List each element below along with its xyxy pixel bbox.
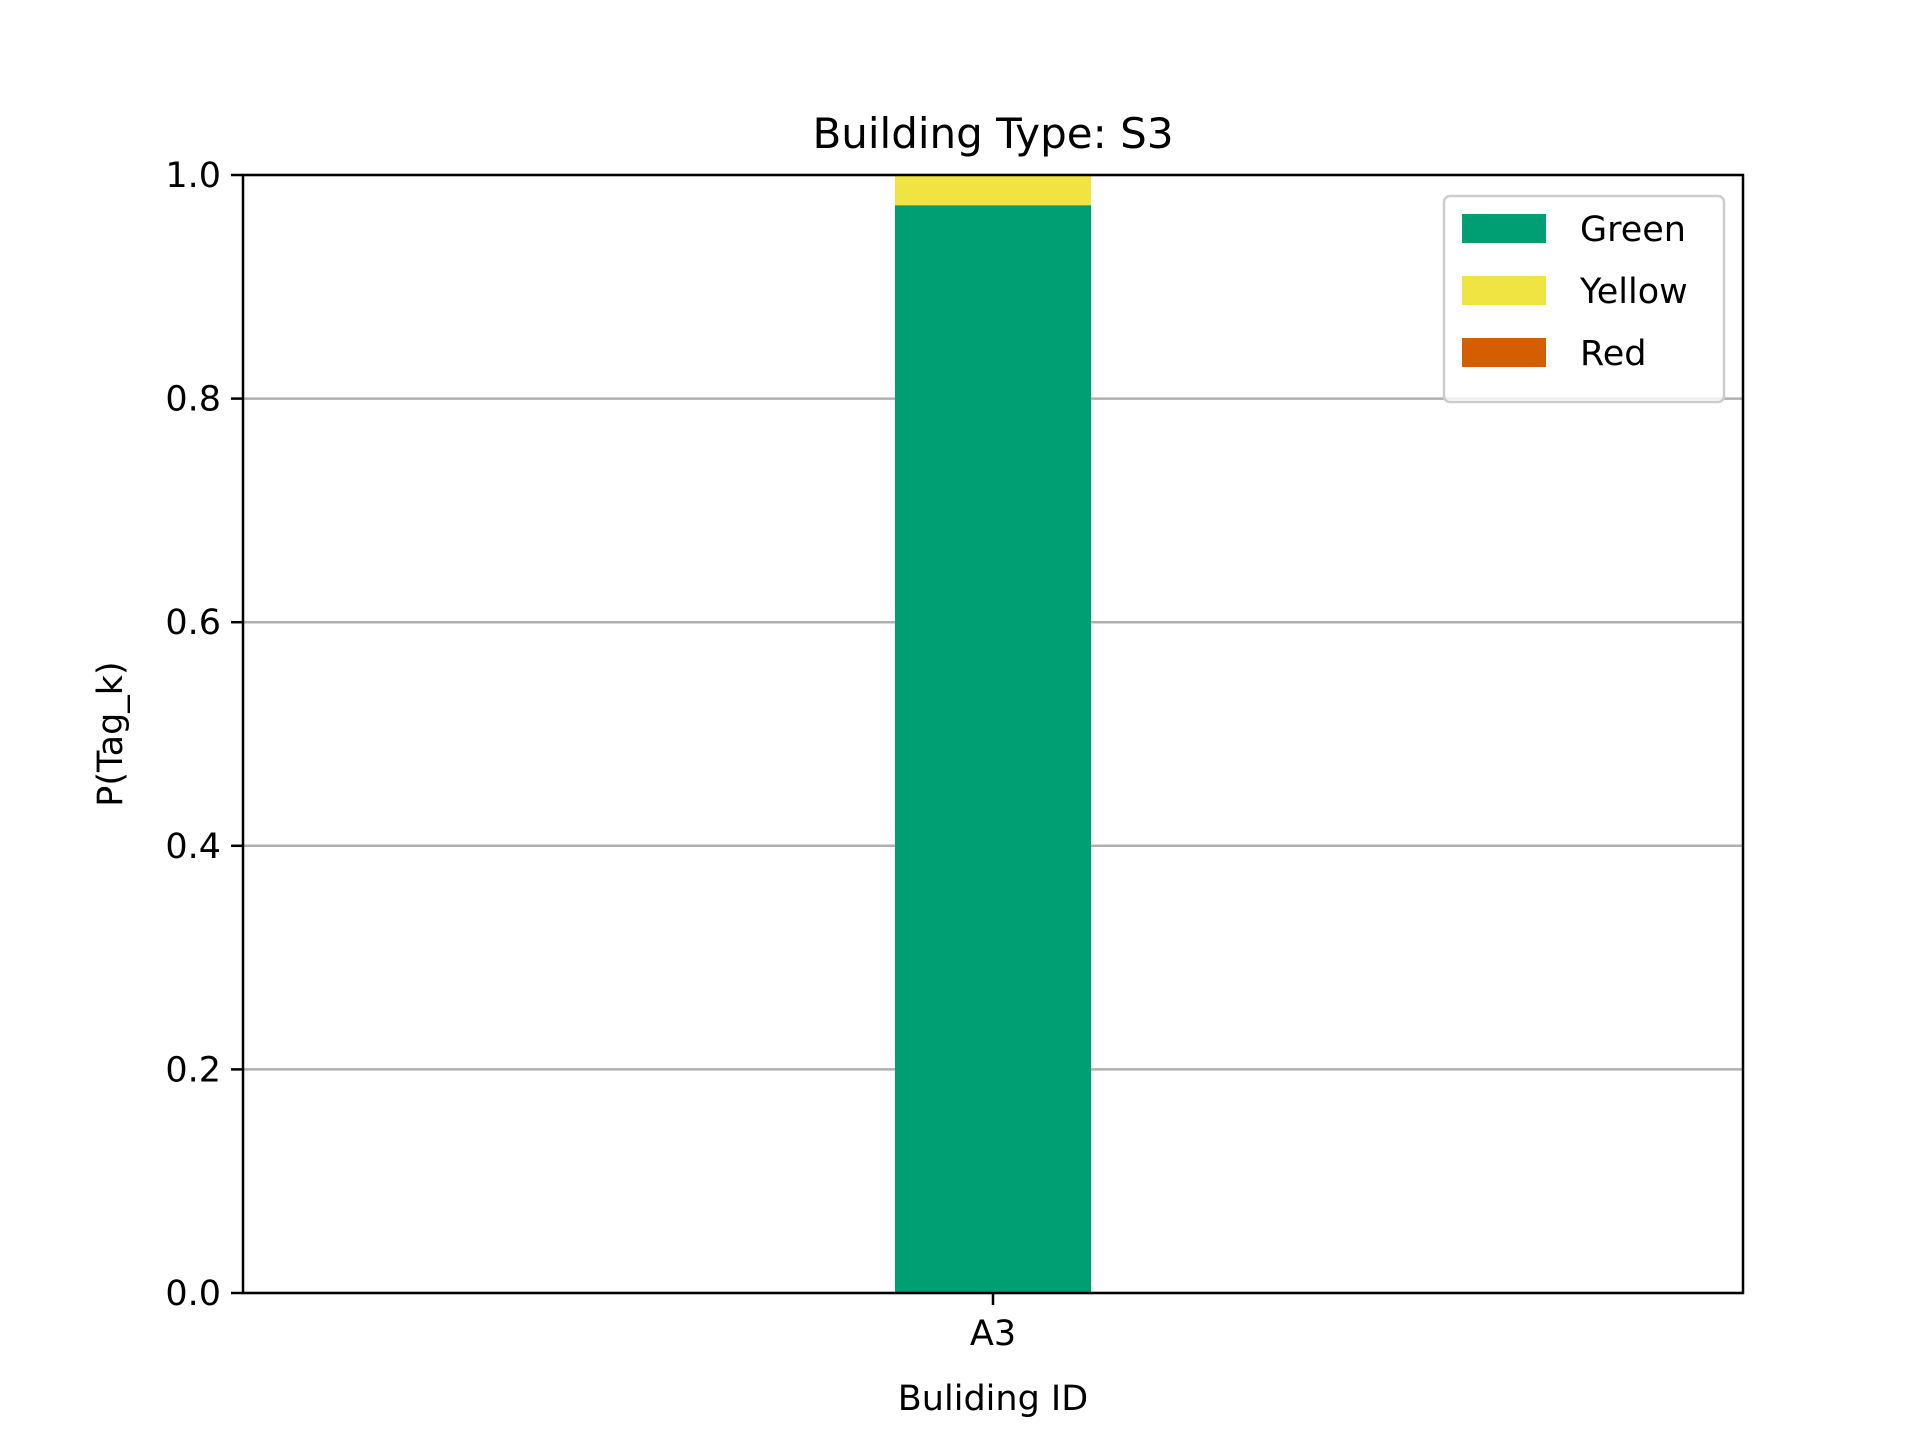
legend: Green Yellow Red [1442, 194, 1726, 404]
y-tick-label: 0.0 [165, 1274, 221, 1314]
legend-label-red: Red [1580, 334, 1647, 374]
y-tick-label: 0.2 [165, 1050, 221, 1090]
y-axis-label: P(Tag_k) [91, 661, 131, 806]
bars [895, 175, 1091, 1293]
legend-swatch-yellow [1462, 276, 1546, 305]
y-tick-label: 0.8 [165, 380, 221, 420]
legend-swatch-red [1462, 338, 1546, 367]
legend-swatch-green [1462, 214, 1546, 243]
y-tick-label: 1.0 [165, 156, 221, 196]
bar-green-a3 [895, 205, 1091, 1293]
chart-title: Building Type: S3 [812, 109, 1173, 158]
legend-label-green: Green [1580, 210, 1686, 250]
x-axis: A3 [970, 1293, 1016, 1354]
x-tick-label: A3 [970, 1314, 1016, 1354]
bar-yellow-a3 [895, 175, 1091, 206]
x-axis-label: Buliding ID [898, 1379, 1088, 1419]
y-axis: 0.0 0.2 0.4 0.6 0.8 1.0 [165, 156, 243, 1314]
y-tick-label: 0.4 [165, 827, 221, 867]
y-tick-label: 0.6 [165, 603, 221, 643]
legend-label-yellow: Yellow [1579, 272, 1688, 312]
